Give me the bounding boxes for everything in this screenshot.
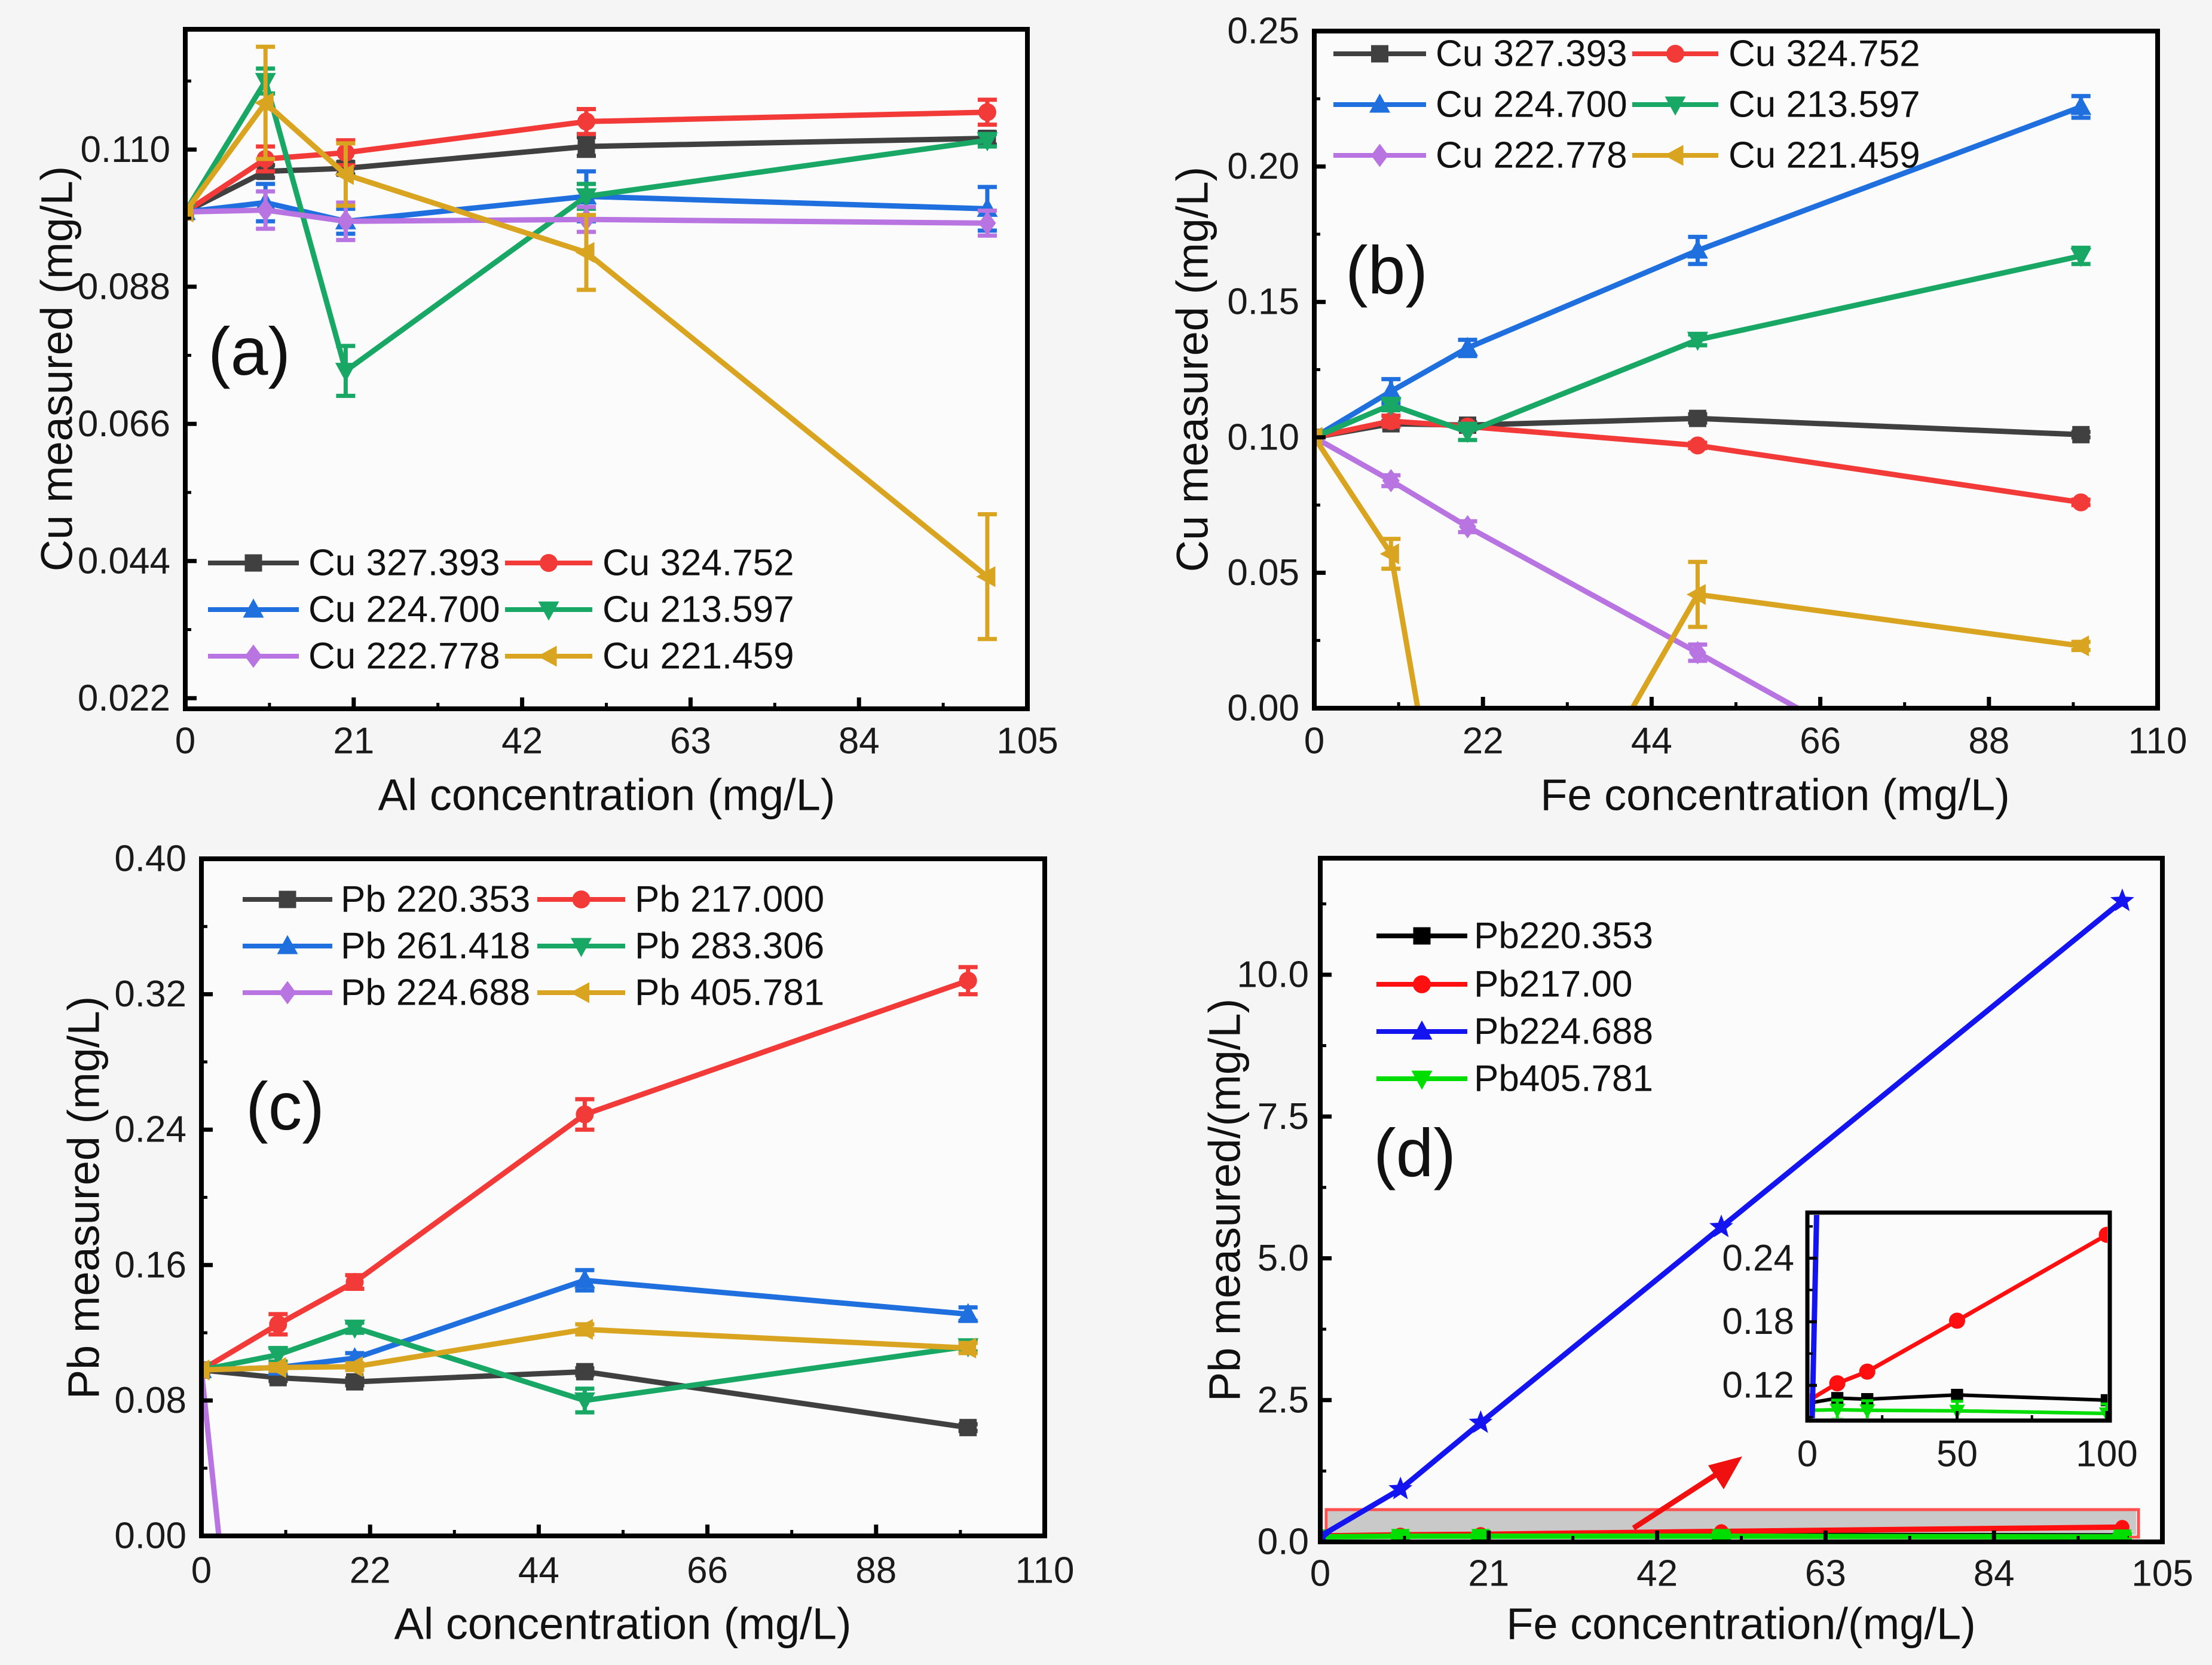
svg-text:Cu measured (mg/L): Cu measured (mg/L) [1168, 167, 1217, 573]
svg-text:Cu 324.752: Cu 324.752 [1728, 33, 1920, 75]
svg-text:0.25: 0.25 [1227, 11, 1299, 52]
svg-text:0.20: 0.20 [1227, 146, 1299, 187]
svg-text:0.08: 0.08 [114, 1380, 186, 1421]
svg-text:0.00: 0.00 [114, 1516, 186, 1557]
svg-text:63: 63 [1805, 1553, 1846, 1594]
svg-text:Cu measured (mg/L): Cu measured (mg/L) [32, 166, 82, 572]
svg-text:0.110: 0.110 [80, 129, 170, 170]
svg-text:(a): (a) [208, 314, 290, 389]
svg-text:0: 0 [175, 721, 195, 762]
svg-text:Al concentration (mg/L): Al concentration (mg/L) [378, 770, 835, 820]
svg-text:0.32: 0.32 [114, 974, 186, 1015]
svg-text:7.5: 7.5 [1258, 1096, 1309, 1137]
svg-text:88: 88 [1968, 721, 2009, 762]
svg-text:Cu 213.597: Cu 213.597 [1728, 84, 1920, 126]
svg-text:Fe concentration (mg/L): Fe concentration (mg/L) [1540, 770, 2010, 820]
svg-text:0.10: 0.10 [1227, 417, 1299, 458]
svg-text:Cu 222.778: Cu 222.778 [308, 636, 500, 677]
svg-text:0.16: 0.16 [114, 1244, 186, 1286]
svg-text:0: 0 [1797, 1434, 1818, 1475]
svg-text:0.24: 0.24 [1722, 1238, 1794, 1279]
svg-text:Pb 217.000: Pb 217.000 [635, 879, 824, 920]
svg-text:0.15: 0.15 [1227, 281, 1299, 323]
svg-text:Cu 224.700: Cu 224.700 [1436, 84, 1627, 126]
svg-text:Cu 224.700: Cu 224.700 [308, 589, 500, 631]
svg-text:0.0: 0.0 [1258, 1522, 1309, 1563]
svg-text:63: 63 [670, 721, 711, 762]
svg-text:(c): (c) [246, 1069, 325, 1144]
svg-text:22: 22 [350, 1550, 391, 1591]
svg-text:Al concentration (mg/L): Al concentration (mg/L) [394, 1599, 851, 1649]
svg-text:Cu 324.752: Cu 324.752 [602, 543, 794, 584]
svg-text:Pb 220.353: Pb 220.353 [341, 879, 530, 920]
svg-text:42: 42 [1636, 1553, 1678, 1594]
svg-text:Pb 224.688: Pb 224.688 [341, 972, 530, 1014]
svg-text:66: 66 [687, 1550, 728, 1591]
svg-text:0: 0 [1310, 1553, 1330, 1594]
svg-text:Pb220.353: Pb220.353 [1474, 916, 1653, 957]
svg-text:110: 110 [2128, 721, 2187, 762]
svg-text:Pb measured (mg/L): Pb measured (mg/L) [59, 996, 109, 1400]
svg-text:0.12: 0.12 [1722, 1365, 1794, 1406]
svg-text:Cu 221.459: Cu 221.459 [1728, 135, 1920, 176]
svg-text:105: 105 [996, 721, 1058, 762]
svg-text:Fe concentration/(mg/L): Fe concentration/(mg/L) [1506, 1599, 1976, 1649]
svg-text:0: 0 [191, 1550, 212, 1591]
svg-text:66: 66 [1800, 721, 1841, 762]
svg-text:0.00: 0.00 [1227, 688, 1299, 729]
svg-text:Pb measured/(mg/L): Pb measured/(mg/L) [1200, 999, 1250, 1402]
svg-text:0.022: 0.022 [78, 678, 170, 719]
svg-text:21: 21 [1468, 1553, 1509, 1594]
svg-text:44: 44 [1631, 721, 1672, 762]
svg-text:110: 110 [1015, 1550, 1075, 1591]
svg-text:Cu 221.459: Cu 221.459 [602, 636, 794, 677]
svg-text:84: 84 [1974, 1553, 2015, 1594]
svg-text:21: 21 [333, 721, 374, 762]
svg-text:Pb217.00: Pb217.00 [1474, 964, 1632, 1005]
svg-text:0.044: 0.044 [78, 540, 170, 581]
svg-text:5.0: 5.0 [1258, 1238, 1309, 1279]
svg-text:10.0: 10.0 [1237, 954, 1309, 996]
svg-text:Cu 327.393: Cu 327.393 [1436, 33, 1627, 75]
svg-text:0: 0 [1304, 721, 1324, 762]
svg-text:22: 22 [1463, 721, 1504, 762]
svg-text:Cu 327.393: Cu 327.393 [308, 543, 500, 584]
svg-text:Pb 405.781: Pb 405.781 [635, 972, 824, 1014]
svg-text:(d): (d) [1373, 1115, 1456, 1190]
svg-text:44: 44 [518, 1550, 559, 1591]
svg-text:105: 105 [2131, 1553, 2193, 1594]
svg-text:2.5: 2.5 [1258, 1379, 1309, 1421]
svg-text:50: 50 [1936, 1434, 1978, 1475]
svg-text:100: 100 [2076, 1434, 2137, 1475]
svg-text:Cu 222.778: Cu 222.778 [1436, 135, 1627, 176]
svg-text:0.066: 0.066 [78, 403, 170, 445]
svg-text:42: 42 [501, 721, 543, 762]
svg-text:(b): (b) [1345, 232, 1428, 308]
svg-text:Pb 283.306: Pb 283.306 [635, 926, 824, 967]
svg-text:84: 84 [839, 721, 880, 762]
svg-text:Pb224.688: Pb224.688 [1474, 1011, 1653, 1052]
svg-text:Cu 213.597: Cu 213.597 [602, 589, 794, 631]
svg-text:88: 88 [855, 1550, 897, 1591]
svg-text:Pb 261.418: Pb 261.418 [341, 926, 530, 967]
svg-text:0.24: 0.24 [114, 1109, 186, 1150]
svg-text:0.05: 0.05 [1227, 552, 1299, 593]
svg-text:0.088: 0.088 [78, 266, 170, 307]
svg-text:Pb405.781: Pb405.781 [1474, 1058, 1653, 1100]
svg-text:0.40: 0.40 [114, 838, 186, 880]
svg-text:0.18: 0.18 [1722, 1301, 1794, 1342]
